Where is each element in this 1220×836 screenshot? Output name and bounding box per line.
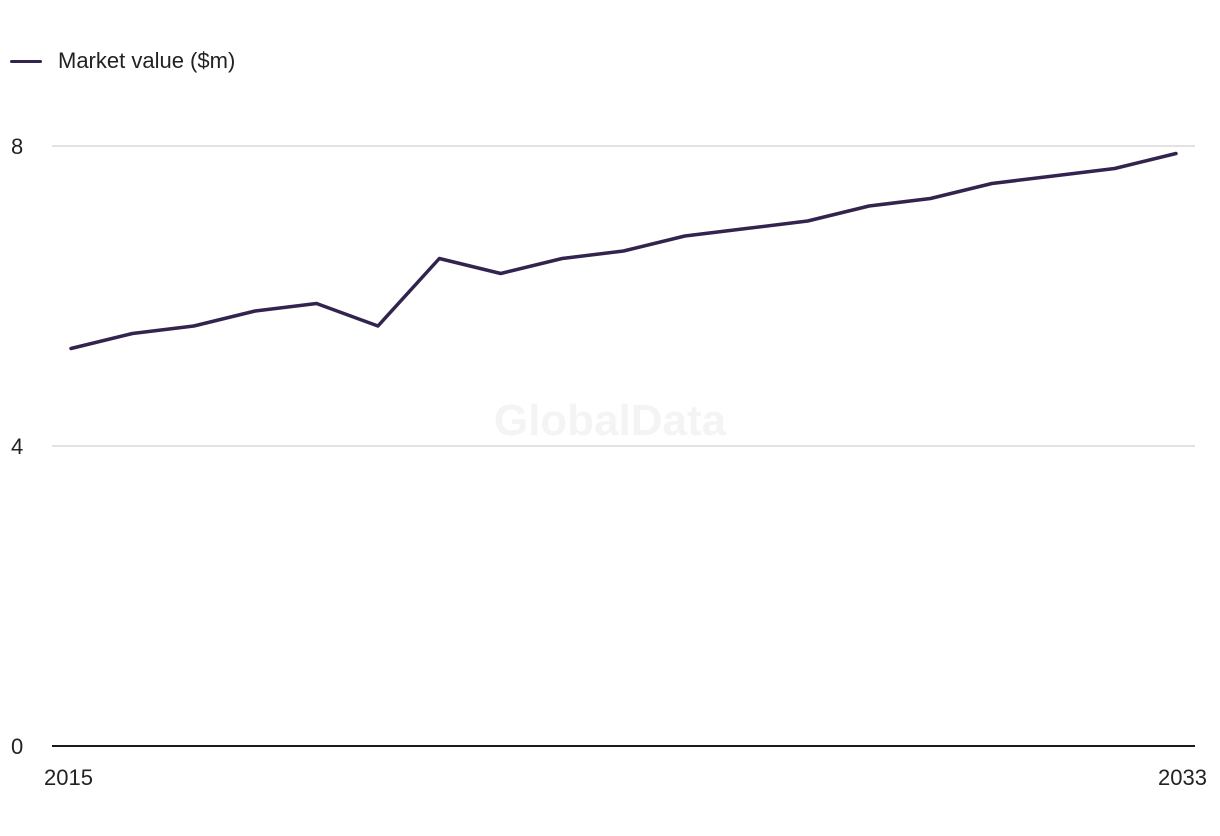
legend-swatch bbox=[10, 59, 42, 63]
chart-legend: Market value ($m) bbox=[10, 46, 235, 76]
x-tick-label-last: 2033 bbox=[1158, 765, 1207, 790]
x-tick-label-first: 2015 bbox=[44, 765, 93, 790]
y-tick-label-4: 4 bbox=[11, 434, 23, 459]
y-tick-label-8: 8 bbox=[11, 134, 23, 159]
watermark: GlobalData bbox=[494, 396, 727, 445]
series-line-0 bbox=[69, 151, 1178, 351]
legend-label: Market value ($m) bbox=[58, 48, 236, 73]
y-tick-label-0: 0 bbox=[11, 734, 23, 759]
